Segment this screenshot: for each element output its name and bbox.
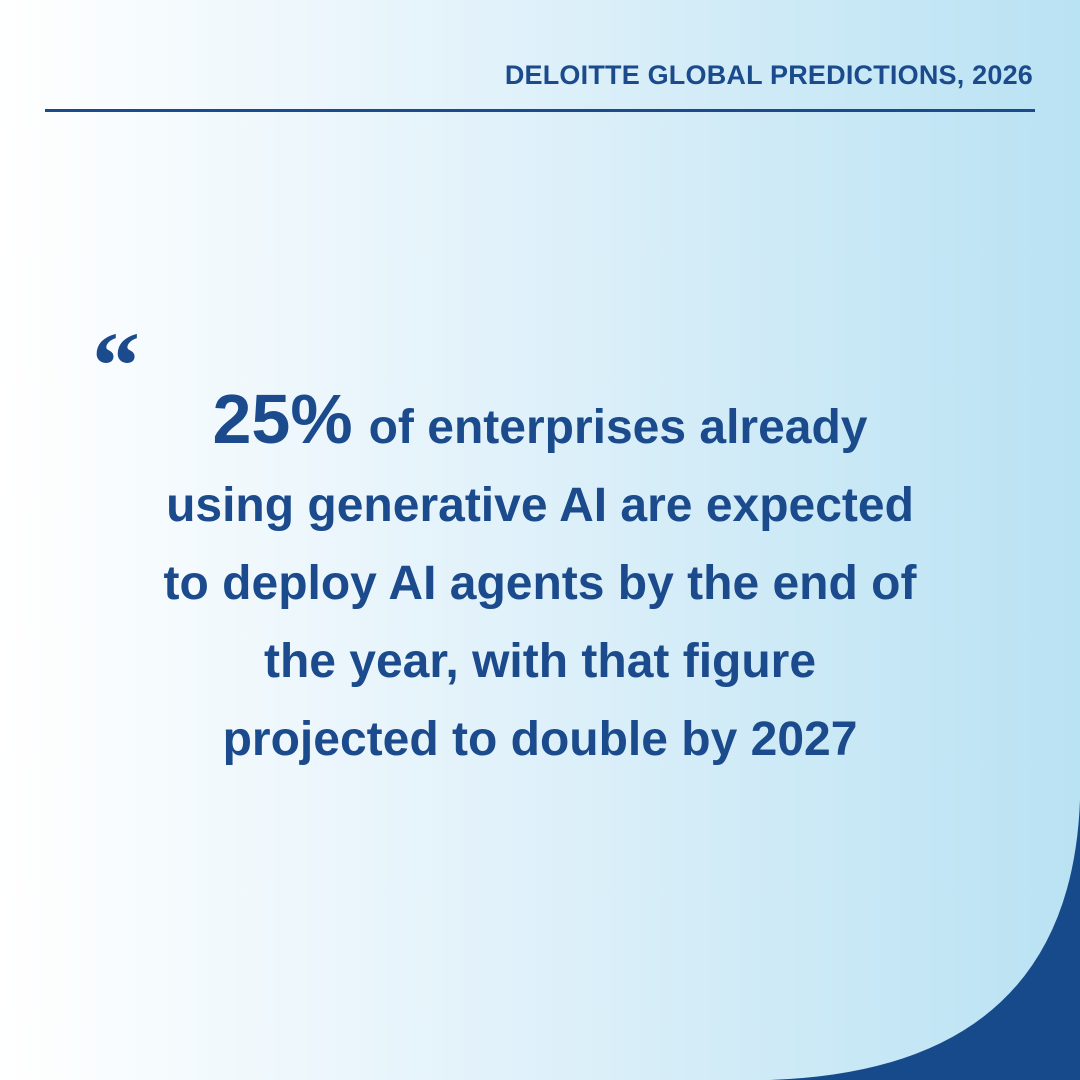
header-rule	[45, 109, 1035, 112]
quote-text: 25% of enterprises already using generati…	[0, 380, 1080, 779]
quote-line: to deploy AI agents by the end of	[163, 557, 917, 610]
quote-line: 25% of enterprises already	[0, 380, 1080, 467]
quote-line-text: of enterprises already	[368, 401, 868, 454]
quote-line: using generative AI are expected	[166, 479, 914, 532]
quote-line: projected to double by 2027	[222, 713, 858, 766]
quote-line: the year, with that figure	[263, 635, 817, 688]
header-title: DELOITTE GLOBAL PREDICTIONS, 2026	[504, 60, 1033, 90]
quote-highlight: 25%	[212, 380, 353, 458]
quote-mark: “	[92, 312, 140, 419]
